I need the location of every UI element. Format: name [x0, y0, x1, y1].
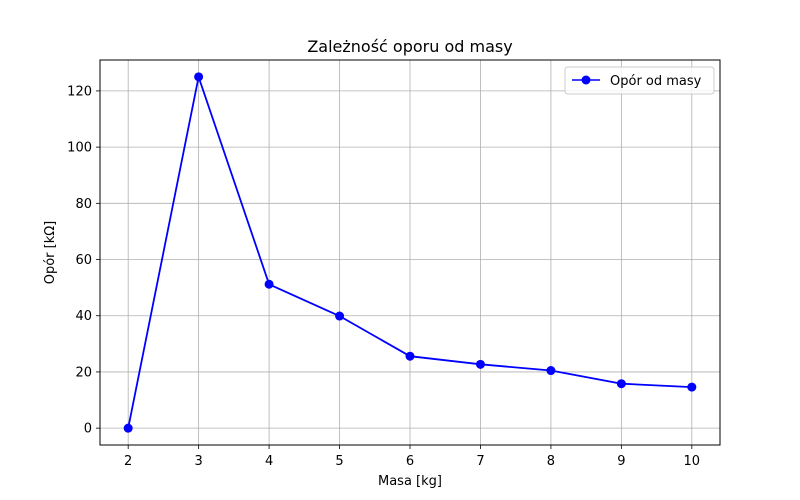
- data-point: [123, 423, 133, 433]
- x-tick-label: 7: [476, 454, 484, 469]
- y-tick-label: 0: [84, 422, 92, 437]
- y-tick-label: 40: [75, 309, 92, 324]
- y-axis-label: Opór [kΩ]: [43, 221, 58, 285]
- legend-box: [564, 66, 715, 95]
- legend-label: Opór od masy: [610, 74, 702, 89]
- data-point: [264, 279, 274, 289]
- x-tick-label: 3: [194, 454, 202, 469]
- data-point: [687, 382, 697, 392]
- y-tick-label: 80: [75, 197, 92, 212]
- x-tick-label: 6: [406, 454, 414, 469]
- legend: Opór od masy: [564, 66, 715, 95]
- x-tick-label: 9: [617, 454, 625, 469]
- y-tick-label: 120: [67, 84, 92, 99]
- y-tick-label: 20: [75, 365, 92, 380]
- x-tick-label: 5: [335, 454, 343, 469]
- x-axis-label: Masa [kg]: [378, 474, 442, 489]
- y-tick-label: 60: [75, 253, 92, 268]
- x-tick-label: 2: [124, 454, 132, 469]
- chart-title: Zależność oporu od masy: [307, 37, 512, 56]
- data-point: [335, 311, 345, 321]
- x-tick-label: 8: [547, 454, 555, 469]
- data-point: [194, 72, 204, 82]
- grid: [100, 60, 720, 445]
- x-tick-label: 4: [265, 454, 273, 469]
- data-point: [546, 366, 556, 376]
- data-point: [405, 351, 415, 361]
- y-tick-label: 100: [67, 141, 92, 156]
- data-point: [475, 359, 485, 369]
- legend-marker: [581, 75, 591, 85]
- series-layer: [123, 72, 697, 433]
- x-tick-label: 10: [684, 454, 701, 469]
- data-point: [616, 379, 626, 389]
